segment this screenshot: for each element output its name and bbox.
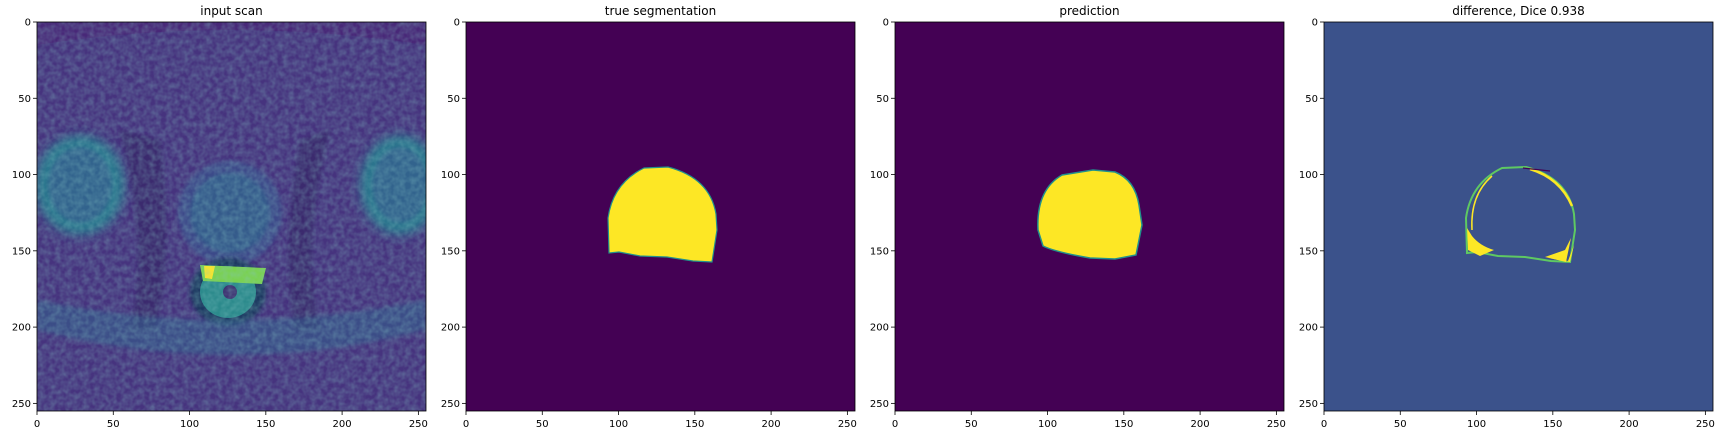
x-tick-label: 100 bbox=[609, 419, 628, 430]
x-tick-label: 0 bbox=[1321, 419, 1327, 430]
x-tick-label: 250 bbox=[409, 419, 428, 430]
x-tick-label: 50 bbox=[965, 419, 978, 430]
y-tick-label: 0 bbox=[25, 18, 31, 29]
y-tick-label: 200 bbox=[441, 323, 460, 334]
y-tick-label: 200 bbox=[1299, 323, 1318, 334]
panel-title: prediction bbox=[1059, 4, 1119, 18]
x-tick-label: 200 bbox=[333, 419, 352, 430]
y-tick-label: 100 bbox=[12, 170, 31, 181]
y-tick-label: 150 bbox=[870, 246, 889, 257]
x-tick-label: 250 bbox=[1267, 419, 1286, 430]
x-tick-label: 150 bbox=[685, 419, 704, 430]
y-tick-label: 0 bbox=[454, 18, 460, 29]
panel-input-scan: input scan bbox=[12, 4, 428, 430]
panel-difference: difference, Dice 0.938 0 50 100 150 200 250 0… bbox=[1299, 4, 1715, 430]
scan-image bbox=[37, 22, 426, 411]
segmentation-region bbox=[607, 166, 718, 263]
y-tick-label: 200 bbox=[12, 323, 31, 334]
y-axis: 0 50 100 150 200 250 bbox=[12, 18, 37, 410]
y-tick-label: 250 bbox=[870, 399, 889, 410]
x-tick-label: 0 bbox=[34, 419, 40, 430]
y-tick-label: 50 bbox=[1305, 94, 1318, 105]
y-tick-label: 200 bbox=[870, 323, 889, 334]
x-tick-label: 50 bbox=[107, 419, 120, 430]
x-tick-label: 250 bbox=[838, 419, 857, 430]
y-tick-label: 150 bbox=[1299, 246, 1318, 257]
y-tick-label: 50 bbox=[447, 94, 460, 105]
y-tick-label: 0 bbox=[883, 18, 889, 29]
y-tick-label: 0 bbox=[1312, 18, 1318, 29]
y-tick-label: 250 bbox=[441, 399, 460, 410]
x-tick-label: 100 bbox=[1467, 419, 1486, 430]
x-tick-label: 150 bbox=[1543, 419, 1562, 430]
y-tick-label: 100 bbox=[1299, 170, 1318, 181]
panel-title: difference, Dice 0.938 bbox=[1452, 4, 1585, 18]
y-tick-label: 50 bbox=[18, 94, 31, 105]
prediction-region bbox=[1037, 169, 1143, 260]
panel-title: true segmentation bbox=[605, 4, 716, 18]
x-tick-label: 150 bbox=[256, 419, 275, 430]
x-tick-label: 50 bbox=[1394, 419, 1407, 430]
y-axis: 0 50 100 150 200 250 bbox=[1299, 18, 1324, 410]
panel-true-segmentation: true segmentation 0 50 100 150 200 250 0 50 100… bbox=[441, 4, 857, 430]
mask-image bbox=[466, 22, 855, 411]
x-axis: 0 50 100 150 200 250 bbox=[892, 411, 1286, 430]
y-tick-label: 100 bbox=[870, 170, 889, 181]
panel-prediction: prediction 0 50 100 150 200 250 0 50 100 150 200 2… bbox=[870, 4, 1286, 430]
x-tick-label: 200 bbox=[1620, 419, 1639, 430]
x-tick-label: 100 bbox=[180, 419, 199, 430]
mask-image bbox=[895, 22, 1284, 411]
panel-title: input scan bbox=[200, 4, 263, 18]
x-axis: 0 50 100 150 200 250 bbox=[1321, 411, 1715, 430]
x-tick-label: 200 bbox=[762, 419, 781, 430]
x-tick-label: 200 bbox=[1191, 419, 1210, 430]
y-tick-label: 250 bbox=[12, 399, 31, 410]
difference-image bbox=[1324, 22, 1713, 411]
x-tick-label: 50 bbox=[536, 419, 549, 430]
x-tick-label: 150 bbox=[1114, 419, 1133, 430]
y-axis: 0 50 100 150 200 250 bbox=[870, 18, 895, 410]
y-tick-label: 150 bbox=[12, 246, 31, 257]
y-tick-label: 250 bbox=[1299, 399, 1318, 410]
y-tick-label: 150 bbox=[441, 246, 460, 257]
y-tick-label: 50 bbox=[876, 94, 889, 105]
x-tick-label: 250 bbox=[1696, 419, 1715, 430]
x-axis: 0 50 100 150 200 250 bbox=[34, 411, 428, 430]
x-tick-label: 0 bbox=[463, 419, 469, 430]
x-axis: 0 50 100 150 200 250 bbox=[463, 411, 857, 430]
y-tick-label: 100 bbox=[441, 170, 460, 181]
y-axis: 0 50 100 150 200 250 bbox=[441, 18, 466, 410]
x-tick-label: 0 bbox=[892, 419, 898, 430]
x-tick-label: 100 bbox=[1038, 419, 1057, 430]
